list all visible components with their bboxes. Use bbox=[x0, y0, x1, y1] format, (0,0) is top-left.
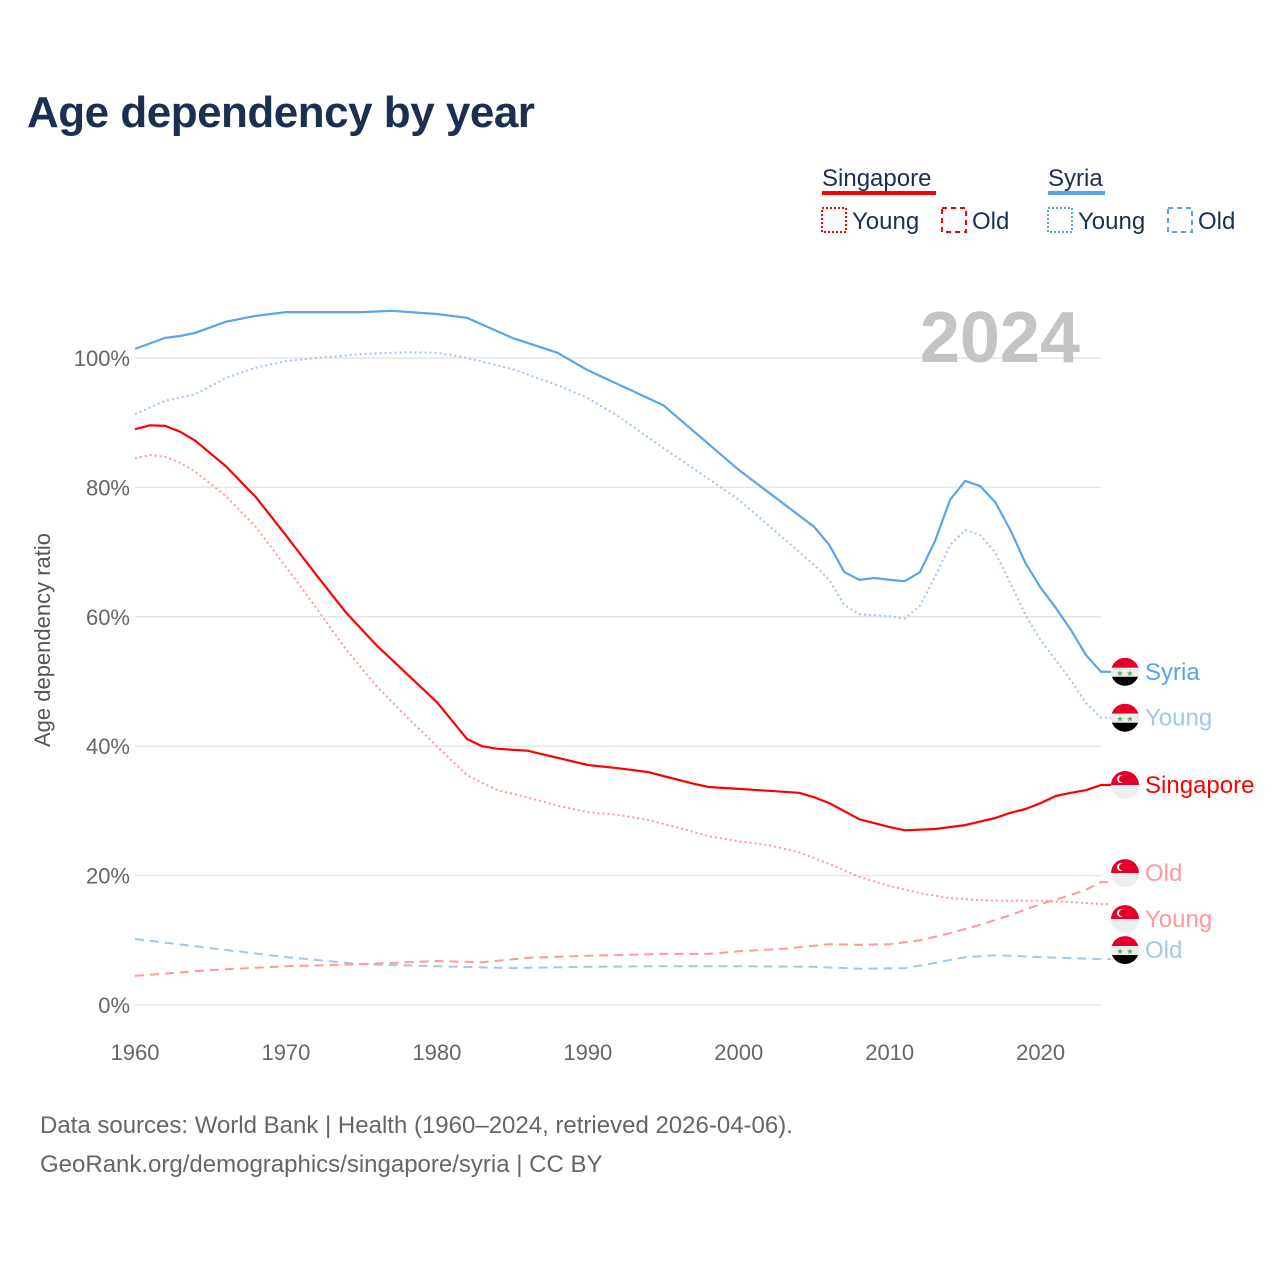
dotted-line-swatch-icon bbox=[821, 207, 847, 233]
legend-item-label: Young bbox=[852, 208, 919, 235]
y-tick-label: 0% bbox=[98, 993, 130, 1018]
x-tick-label: 1990 bbox=[563, 1040, 612, 1065]
series-line-singapore-old bbox=[134, 881, 1111, 977]
syria-flag-icon: ★ ★ bbox=[1111, 936, 1139, 965]
y-axis-label: Age dependency ratio bbox=[30, 533, 55, 747]
end-label-syria: ★ ★ Syria bbox=[1111, 657, 1200, 686]
dashed-line-swatch-icon bbox=[1167, 207, 1193, 233]
chart-title: Age dependency by year bbox=[27, 88, 535, 137]
gridlines bbox=[135, 357, 1101, 1006]
x-tick-label: 1970 bbox=[261, 1040, 310, 1065]
legend-item-old[interactable]: Old bbox=[941, 207, 1009, 235]
end-label-text: Syria bbox=[1145, 659, 1200, 686]
y-tick-label: 100% bbox=[74, 346, 130, 371]
series-line-singapore bbox=[134, 424, 1111, 832]
source-link[interactable]: GeoRank.org/demographics/singapore/syria… bbox=[40, 1151, 603, 1178]
y-axis-ticks: 0% 20% 40% 60% 80% 100% bbox=[74, 346, 130, 1018]
end-label-singapore-young: Young bbox=[1111, 905, 1212, 934]
footer: Data sources: World Bank | Health (1960–… bbox=[40, 1106, 793, 1184]
singapore-flag-icon bbox=[1111, 905, 1139, 934]
legend-item-label: Old bbox=[1198, 208, 1235, 235]
end-label-singapore: Singapore bbox=[1111, 771, 1254, 800]
x-tick-label: 2010 bbox=[865, 1040, 914, 1065]
svg-text:★: ★ bbox=[1116, 947, 1123, 956]
series-line-syria-old bbox=[134, 938, 1111, 970]
year-watermark: 2024 bbox=[920, 298, 1080, 378]
legend-item-young[interactable]: Young bbox=[1047, 207, 1145, 235]
svg-text:★: ★ bbox=[1126, 947, 1133, 956]
end-label-text: Old bbox=[1145, 937, 1182, 964]
y-tick-label: 40% bbox=[86, 734, 130, 759]
series-lines bbox=[134, 309, 1111, 977]
svg-text:★: ★ bbox=[1126, 715, 1133, 724]
legend-item-label: Young bbox=[1078, 208, 1145, 235]
y-tick-label: 20% bbox=[86, 864, 130, 889]
syria-flag-icon: ★ ★ bbox=[1111, 657, 1139, 686]
end-label-text: Old bbox=[1145, 860, 1182, 887]
singapore-flag-icon bbox=[1111, 771, 1139, 800]
series-line-syria-young bbox=[134, 351, 1111, 719]
y-tick-label: 60% bbox=[86, 605, 130, 630]
singapore-flag-icon bbox=[1111, 859, 1139, 888]
legend-country-label: Singapore bbox=[822, 165, 931, 192]
x-tick-label: 2020 bbox=[1016, 1040, 1065, 1065]
end-label-syria-old: ★ ★ Old bbox=[1111, 936, 1182, 965]
svg-text:★: ★ bbox=[1116, 669, 1123, 678]
x-tick-label: 2000 bbox=[714, 1040, 763, 1065]
svg-text:★: ★ bbox=[1116, 715, 1123, 724]
end-label-text: Young bbox=[1145, 906, 1212, 933]
x-tick-label: 1980 bbox=[412, 1040, 461, 1065]
legend-item-young[interactable]: Young bbox=[821, 207, 919, 235]
end-label-singapore-old: Old bbox=[1111, 859, 1182, 888]
data-source-note: Data sources: World Bank | Health (1960–… bbox=[40, 1112, 793, 1139]
dashed-line-swatch-icon bbox=[941, 207, 967, 233]
end-label-syria-young: ★ ★ Young bbox=[1111, 703, 1212, 732]
x-tick-label: 1960 bbox=[111, 1040, 160, 1065]
legend-item-label: Old bbox=[972, 208, 1009, 235]
svg-text:★: ★ bbox=[1126, 669, 1133, 678]
y-tick-label: 80% bbox=[86, 475, 130, 500]
legend-color-bar bbox=[822, 191, 936, 195]
series-line-syria bbox=[134, 309, 1111, 673]
end-label-text: Singapore bbox=[1145, 772, 1254, 799]
legend-group-singapore: Singapore Young Old bbox=[821, 165, 1009, 235]
legend-item-old[interactable]: Old bbox=[1167, 207, 1235, 235]
x-axis-ticks: 1960 1970 1980 1990 2000 2010 2020 bbox=[111, 1040, 1066, 1065]
syria-flag-icon: ★ ★ bbox=[1111, 703, 1139, 732]
series-line-singapore-young bbox=[134, 454, 1111, 906]
end-label-text: Young bbox=[1145, 705, 1212, 732]
legend-country-label: Syria bbox=[1048, 165, 1103, 192]
legend-group-syria: Syria Young Old bbox=[1047, 165, 1235, 235]
legend: Singapore Young Old Syria Young Old bbox=[821, 165, 1235, 235]
dotted-line-swatch-icon bbox=[1047, 207, 1073, 233]
legend-color-bar bbox=[1048, 191, 1105, 195]
